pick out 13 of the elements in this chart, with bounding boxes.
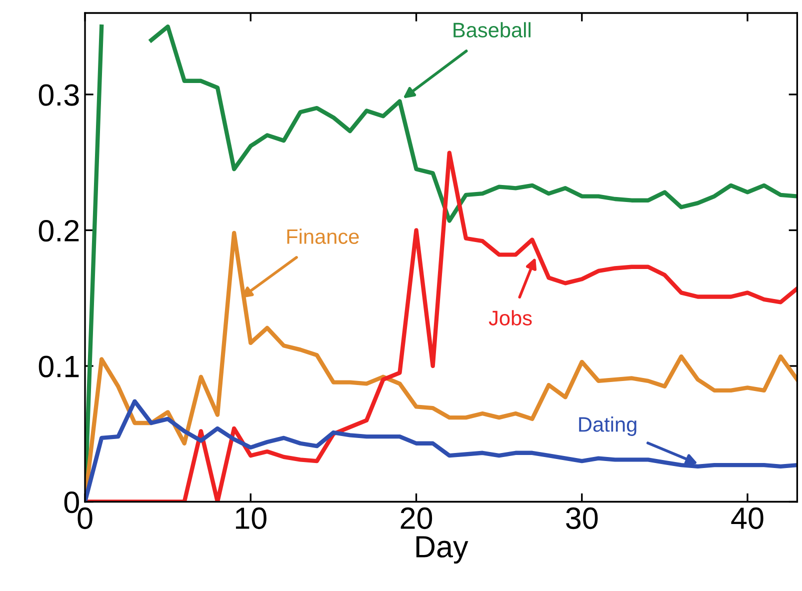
annotation: Finance	[287, 228, 359, 244]
y-tick-label: 0	[64, 491, 79, 514]
y-tick-label: 0.2	[38, 220, 79, 242]
x-axis-title: Day	[416, 536, 468, 564]
x-tick-label: 30	[566, 507, 598, 530]
x-tick-label: 10	[236, 507, 266, 530]
y-tick-label: 0.3	[38, 84, 79, 106]
annotation: Baseball	[454, 22, 530, 38]
y-tick-label: 0.1	[38, 356, 79, 378]
x-tick-label: 20	[400, 507, 432, 530]
annotation: Jobs	[488, 310, 532, 326]
x-tick-label: 40	[731, 507, 764, 530]
annotation: Dating	[579, 416, 636, 436]
